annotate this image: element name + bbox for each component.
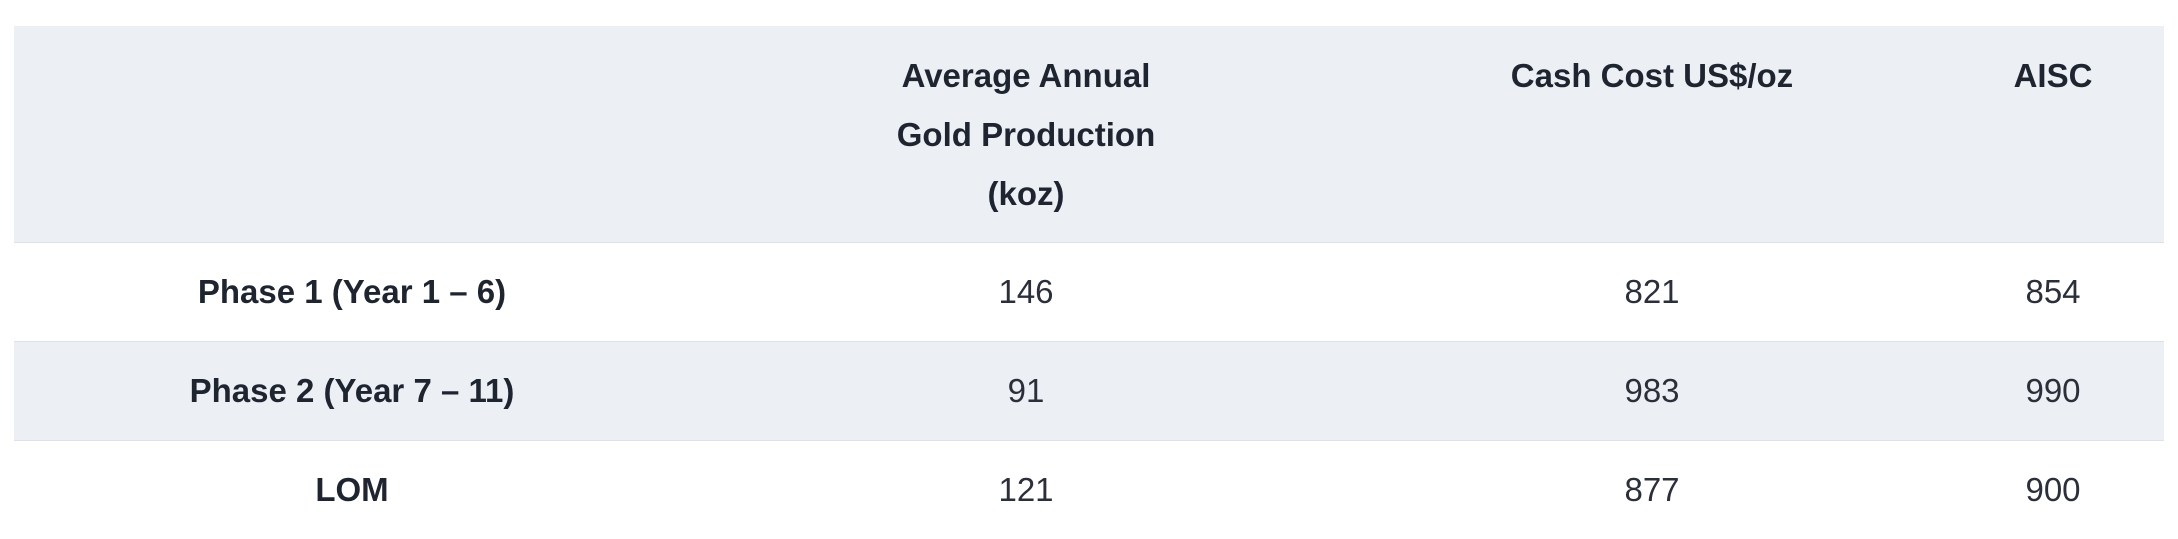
header-row: Average Annual Gold Production (koz) Cas…	[14, 26, 2164, 242]
aisc-cell: 854	[2025, 272, 2081, 310]
cash-cost-cell: 983	[1624, 371, 1680, 409]
header-line: Average Annual	[901, 57, 1151, 94]
header-empty-cell	[14, 26, 690, 242]
header-line: Cash Cost US$/oz	[1510, 57, 1794, 94]
row-label: Phase 1 (Year 1 – 6)	[197, 272, 507, 310]
production-cell: 121	[998, 470, 1054, 508]
header-line: (koz)	[987, 175, 1065, 212]
table-row: Phase 2 (Year 7 – 11) 91 983 990	[14, 341, 2164, 440]
row-label: LOM	[315, 470, 389, 508]
cash-cost-cell: 877	[1624, 470, 1680, 508]
production-cost-table: Average Annual Gold Production (koz) Cas…	[14, 26, 2164, 539]
production-cell: 91	[1007, 371, 1045, 409]
row-label: Phase 2 (Year 7 – 11)	[189, 371, 515, 409]
header-line: Gold Production	[896, 116, 1156, 153]
table-body: Phase 1 (Year 1 – 6) 146 821 854 Phase 2…	[14, 242, 2164, 539]
aisc-cell: 990	[2025, 371, 2081, 409]
table-header: Average Annual Gold Production (koz) Cas…	[14, 26, 2164, 242]
table-row: LOM 121 877 900	[14, 440, 2164, 539]
header-aisc: AISC	[1942, 26, 2164, 242]
header-average-annual-gold-production: Average Annual Gold Production (koz)	[690, 26, 1362, 242]
header-cash-cost: Cash Cost US$/oz	[1362, 26, 1942, 242]
table-row: Phase 1 (Year 1 – 6) 146 821 854	[14, 242, 2164, 341]
cash-cost-cell: 821	[1624, 272, 1680, 310]
production-cell: 146	[998, 272, 1054, 310]
production-cost-table-container: Average Annual Gold Production (koz) Cas…	[14, 26, 2164, 539]
aisc-cell: 900	[2025, 470, 2081, 508]
header-line: AISC	[2013, 57, 2093, 94]
